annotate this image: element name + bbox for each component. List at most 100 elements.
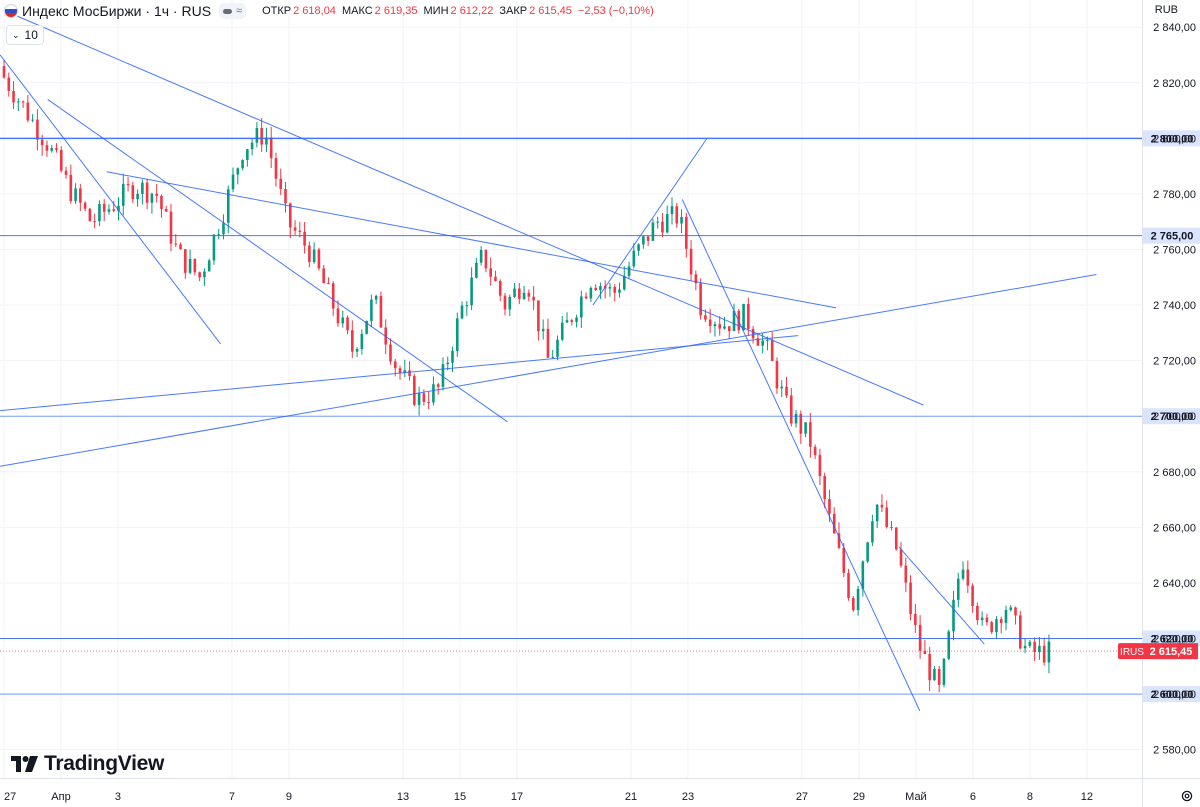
- change-value: −2,53 (−0,10%): [577, 5, 654, 17]
- candle-up: [956, 578, 960, 600]
- settings-gear-icon[interactable]: [1180, 789, 1194, 803]
- symbol-tag-bg: [1118, 643, 1146, 660]
- candle-up: [651, 222, 655, 241]
- candle-down: [832, 513, 836, 534]
- candle-up: [479, 249, 483, 263]
- candle-down: [59, 150, 63, 171]
- candle-down: [1033, 641, 1036, 653]
- candle-down: [2, 66, 6, 78]
- candle-up: [141, 182, 144, 194]
- time-tick-label: 27: [4, 791, 16, 803]
- candle-down: [914, 614, 917, 625]
- trend-line: [0, 335, 799, 412]
- time-tick-label: 23: [682, 791, 694, 803]
- compare-toggle[interactable]: ≈: [219, 3, 247, 19]
- trend-line: [106, 171, 837, 309]
- candle-down: [179, 244, 182, 250]
- candle-up: [665, 214, 669, 233]
- toggle-icon: [223, 8, 233, 14]
- candle-up: [766, 339, 769, 341]
- candle-down: [818, 455, 822, 476]
- level-label: 2 600,00: [1151, 689, 1194, 701]
- candle-up: [1047, 641, 1051, 663]
- trend-line: [592, 138, 708, 306]
- candle-down: [145, 182, 149, 203]
- candle-down: [885, 507, 889, 527]
- candle-up: [794, 413, 798, 424]
- open-value: 2 618,04: [293, 5, 336, 17]
- candle-up: [355, 348, 359, 352]
- candle-down: [809, 422, 812, 447]
- candle-down: [7, 77, 11, 91]
- candle-up: [465, 305, 469, 307]
- candle-down: [164, 208, 168, 212]
- candle-down: [83, 202, 87, 209]
- candle-down: [193, 258, 197, 273]
- candle-up: [656, 221, 659, 223]
- candle-up: [952, 599, 955, 632]
- trendlines-layer: [0, 15, 1097, 711]
- price-tick-label: 2 660,00: [1153, 522, 1196, 534]
- time-tick-label: Апр: [51, 791, 70, 803]
- indicator-collapse-button[interactable]: ⌄ 10: [6, 25, 44, 45]
- candle-down: [102, 203, 106, 212]
- time-tick-label: 21: [625, 791, 637, 803]
- candle-down: [689, 248, 693, 275]
- candle-up: [780, 386, 784, 389]
- candle-up: [417, 393, 421, 405]
- time-tick-label: 15: [454, 791, 466, 803]
- symbol-title[interactable]: Индекс МосБиржи · 1ч · RUS: [22, 3, 212, 19]
- candle-down: [184, 249, 187, 273]
- candle-up: [871, 521, 874, 543]
- candle-up: [265, 137, 268, 145]
- candle-down: [937, 668, 941, 685]
- candle-up: [804, 422, 807, 434]
- candle-down: [346, 317, 349, 331]
- level-label-bg: [1143, 686, 1200, 703]
- candle-down: [494, 276, 497, 281]
- candle-up: [761, 340, 764, 346]
- candle-up: [1028, 641, 1032, 646]
- candle-up: [541, 328, 545, 332]
- candle-up: [250, 142, 254, 150]
- time-tick-label: 7: [229, 791, 235, 803]
- candle-down: [918, 624, 922, 651]
- price-tick-label: 2 640,00: [1153, 578, 1196, 590]
- candle-up: [560, 322, 564, 340]
- candle-down: [675, 206, 679, 224]
- candle-down: [847, 572, 850, 598]
- high-label: МАКС: [341, 5, 373, 17]
- candle-down: [718, 324, 722, 329]
- candle-down: [518, 288, 521, 299]
- price-tick-label: 2 740,00: [1153, 300, 1196, 312]
- candle-down: [971, 585, 974, 606]
- last-price-label: 2 615,45: [1150, 646, 1193, 658]
- candle-up: [222, 222, 225, 235]
- candle-down: [799, 413, 803, 434]
- low-label: МИН: [423, 5, 449, 17]
- candle-down: [155, 193, 158, 196]
- candle-down: [990, 622, 993, 633]
- price-tick-label: 2 800,00: [1153, 133, 1196, 145]
- candle-up: [522, 292, 526, 299]
- candle-up: [608, 286, 612, 289]
- candle-down: [317, 249, 321, 269]
- candle-up: [618, 289, 621, 293]
- candle-up: [642, 236, 645, 245]
- candle-down: [126, 184, 130, 186]
- candle-down: [503, 295, 507, 310]
- time-tick-label: 13: [397, 791, 409, 803]
- candle-down: [1019, 615, 1022, 649]
- candle-down: [40, 139, 44, 146]
- candle-down: [899, 549, 903, 566]
- candle-down: [985, 617, 989, 623]
- currency-label[interactable]: RUB: [1154, 4, 1178, 16]
- candle-up: [98, 203, 101, 222]
- tradingview-logo[interactable]: TradingView: [11, 752, 164, 776]
- candle-down: [198, 272, 201, 278]
- candles-layer: [2, 59, 1051, 693]
- candle-up: [713, 324, 717, 327]
- open-label: ОТКР: [262, 5, 292, 17]
- time-tick-label: 3: [115, 791, 121, 803]
